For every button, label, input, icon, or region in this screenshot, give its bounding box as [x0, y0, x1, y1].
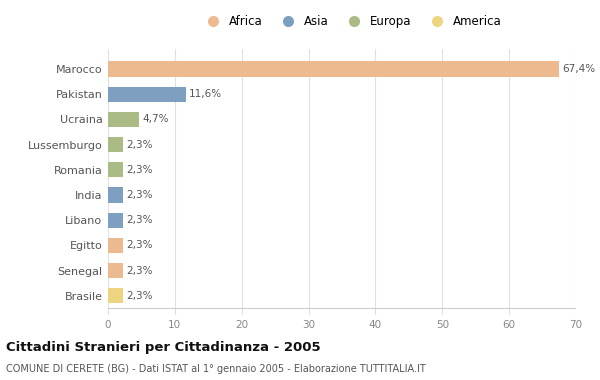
Bar	[108, 213, 124, 228]
Bar	[108, 62, 559, 77]
Legend: Africa, Asia, Europa, America: Africa, Asia, Europa, America	[202, 16, 501, 28]
Bar	[108, 288, 124, 303]
Bar	[108, 87, 185, 102]
Text: 2,3%: 2,3%	[127, 190, 153, 200]
Text: 4,7%: 4,7%	[143, 114, 169, 124]
Text: Cittadini Stranieri per Cittadinanza - 2005: Cittadini Stranieri per Cittadinanza - 2…	[6, 342, 320, 355]
Text: 11,6%: 11,6%	[189, 89, 222, 99]
Text: COMUNE DI CERETE (BG) - Dati ISTAT al 1° gennaio 2005 - Elaborazione TUTTITALIA.: COMUNE DI CERETE (BG) - Dati ISTAT al 1°…	[6, 364, 426, 374]
Text: 67,4%: 67,4%	[562, 64, 595, 74]
Text: 2,3%: 2,3%	[127, 215, 153, 225]
Text: 2,3%: 2,3%	[127, 291, 153, 301]
Bar	[108, 137, 124, 152]
Text: 2,3%: 2,3%	[127, 165, 153, 175]
Text: 2,3%: 2,3%	[127, 241, 153, 250]
Text: 2,3%: 2,3%	[127, 139, 153, 150]
Bar	[108, 238, 124, 253]
Bar	[108, 263, 124, 278]
Bar	[108, 162, 124, 177]
Text: 2,3%: 2,3%	[127, 266, 153, 276]
Bar	[108, 112, 139, 127]
Bar	[108, 187, 124, 203]
